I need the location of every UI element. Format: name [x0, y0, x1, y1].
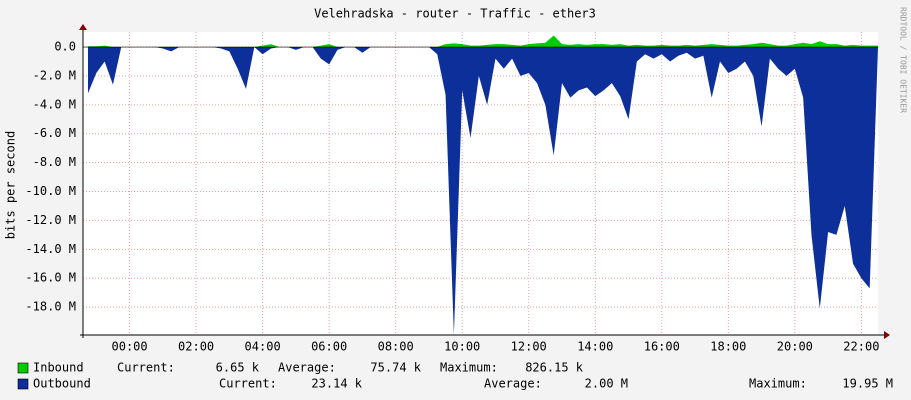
y-tick-label: -18.0 M — [25, 300, 76, 314]
legend-stat: Maximum: — [749, 377, 807, 391]
y-tick-label: -6.0 M — [33, 126, 76, 140]
y-tick-label: -4.0 M — [33, 97, 76, 111]
y-tick-label: 0.0 — [54, 40, 76, 54]
x-tick-label: 22:00 — [843, 340, 879, 354]
area — [87, 47, 878, 335]
area — [87, 35, 878, 48]
legend-stat: Average: — [278, 361, 336, 375]
legend-stat: 75.74 k — [370, 361, 421, 375]
legend-stat: 826.15 k — [525, 361, 584, 375]
y-tick-label: -12.0 M — [25, 213, 76, 227]
legend-stat: Maximum: — [440, 361, 498, 375]
chart-title: Velehradska - router - Traffic - ether3 — [314, 7, 596, 21]
x-tick-label: 06:00 — [311, 340, 347, 354]
y-axis-arrow — [79, 24, 87, 30]
y-tick-label: -8.0 M — [33, 155, 76, 169]
x-tick-label: 04:00 — [245, 340, 281, 354]
y-axis-label: bits per second — [4, 131, 18, 239]
x-tick-label: 08:00 — [378, 340, 414, 354]
legend-stat: 2.00 M — [585, 377, 628, 391]
y-tick-label: -16.0 M — [25, 271, 76, 285]
x-tick-label: 12:00 — [511, 340, 547, 354]
legend-stat: Average: — [484, 377, 542, 391]
x-tick-label: 18:00 — [710, 340, 746, 354]
x-tick-label: 14:00 — [577, 340, 613, 354]
legend-label: Outbound — [33, 377, 91, 391]
x-axis-arrow — [884, 331, 890, 339]
legend-swatch — [17, 362, 29, 374]
watermark: RRDTOOL / TOBI OETIKER — [899, 7, 908, 113]
x-tick-label: 00:00 — [112, 340, 148, 354]
legend-stat: Current: — [219, 377, 277, 391]
x-tick-label: 02:00 — [178, 340, 214, 354]
x-tick-label: 16:00 — [644, 340, 680, 354]
legend-stat: Current: — [117, 361, 175, 375]
legend-stat: 19.95 M — [842, 377, 893, 391]
x-tick-label: 10:00 — [444, 340, 480, 354]
legend-label: Inbound — [33, 361, 84, 375]
plot-area — [83, 32, 878, 335]
y-tick-label: -14.0 M — [25, 242, 76, 256]
y-tick-label: -2.0 M — [33, 68, 76, 82]
y-tick-label: -10.0 M — [25, 184, 76, 198]
legend-stat: 6.65 k — [216, 361, 260, 375]
legend-swatch — [17, 378, 29, 390]
x-tick-label: 20:00 — [777, 340, 813, 354]
legend-stat: 23.14 k — [311, 377, 362, 391]
